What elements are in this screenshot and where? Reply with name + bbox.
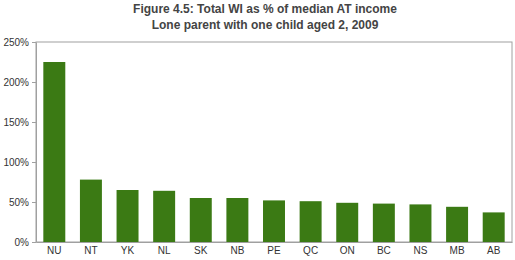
bar bbox=[446, 207, 468, 242]
y-tick: 100% bbox=[3, 157, 36, 168]
y-tick-label: 200% bbox=[3, 77, 29, 88]
y-tick-label: 150% bbox=[3, 117, 29, 128]
y-tick-label: 100% bbox=[3, 157, 29, 168]
x-tick: NU bbox=[47, 242, 61, 256]
y-tick-label: 50% bbox=[9, 197, 29, 208]
y-tick-mark bbox=[32, 162, 36, 163]
y-tick: 250% bbox=[3, 37, 36, 48]
bar bbox=[483, 212, 505, 242]
chart: Figure 4.5: Total WI as % of median AT i… bbox=[0, 0, 515, 260]
x-axis-line bbox=[37, 242, 513, 243]
y-tick: 200% bbox=[3, 77, 36, 88]
subtitle: Lone parent with one child aged 2, 2009 bbox=[152, 18, 379, 32]
bar bbox=[80, 180, 102, 242]
bar bbox=[43, 62, 65, 242]
x-tick-label: NS bbox=[414, 245, 428, 256]
x-tick-label: PE bbox=[267, 245, 281, 256]
bar bbox=[153, 191, 175, 242]
x-tick-label: YK bbox=[121, 245, 135, 256]
x-tick: SK bbox=[194, 242, 208, 256]
y-tick: 150% bbox=[3, 117, 36, 128]
bar bbox=[336, 203, 358, 242]
bars bbox=[43, 62, 504, 242]
x-tick: NS bbox=[414, 242, 428, 256]
plot: 0% 50% 100% 150% 200% 250% NU NT YK NL SK NB PE QC ON B… bbox=[3, 37, 512, 256]
y-tick-label: 0% bbox=[15, 237, 30, 248]
bar bbox=[373, 204, 395, 242]
x-tick-label: SK bbox=[194, 245, 208, 256]
bar bbox=[300, 201, 322, 242]
title: Figure 4.5: Total WI as % of median AT i… bbox=[133, 2, 397, 16]
x-tick-label: AB bbox=[487, 245, 501, 256]
x-tick-label: MB bbox=[450, 245, 465, 256]
y-tick-mark bbox=[32, 82, 36, 83]
x-tick: ON bbox=[340, 242, 355, 256]
x-tick: BC bbox=[377, 242, 391, 256]
y-tick-mark bbox=[32, 122, 36, 123]
x-tick: NB bbox=[230, 242, 244, 256]
y-tick-mark bbox=[32, 42, 36, 43]
bar bbox=[117, 190, 139, 242]
x-tick: NL bbox=[158, 242, 171, 256]
x-tick-label: NU bbox=[47, 245, 61, 256]
x-tick-label: ON bbox=[340, 245, 355, 256]
x-axis: NU NT YK NL SK NB PE QC ON BC NS MB AB bbox=[37, 242, 513, 256]
x-tick-label: QC bbox=[303, 245, 318, 256]
x-tick-label: NL bbox=[158, 245, 171, 256]
x-tick: NT bbox=[84, 242, 97, 256]
y-tick: 0% bbox=[15, 237, 36, 248]
bar bbox=[226, 198, 248, 242]
y-tick: 50% bbox=[9, 197, 36, 208]
bar bbox=[409, 204, 431, 242]
x-tick-label: NB bbox=[230, 245, 244, 256]
x-tick: YK bbox=[121, 242, 135, 256]
x-tick-label: NT bbox=[84, 245, 97, 256]
x-tick: PE bbox=[267, 242, 281, 256]
y-tick-mark bbox=[32, 202, 36, 203]
plot-frame bbox=[36, 42, 512, 242]
bar bbox=[190, 198, 212, 242]
y-tick-label: 250% bbox=[3, 37, 29, 48]
x-tick: MB bbox=[450, 242, 465, 256]
x-tick: QC bbox=[303, 242, 318, 256]
y-tick-mark bbox=[32, 242, 36, 243]
x-tick-label: BC bbox=[377, 245, 391, 256]
y-axis-line bbox=[36, 43, 37, 243]
bar bbox=[263, 200, 285, 242]
y-axis: 0% 50% 100% 150% 200% 250% bbox=[3, 37, 36, 248]
x-tick: AB bbox=[487, 242, 501, 256]
